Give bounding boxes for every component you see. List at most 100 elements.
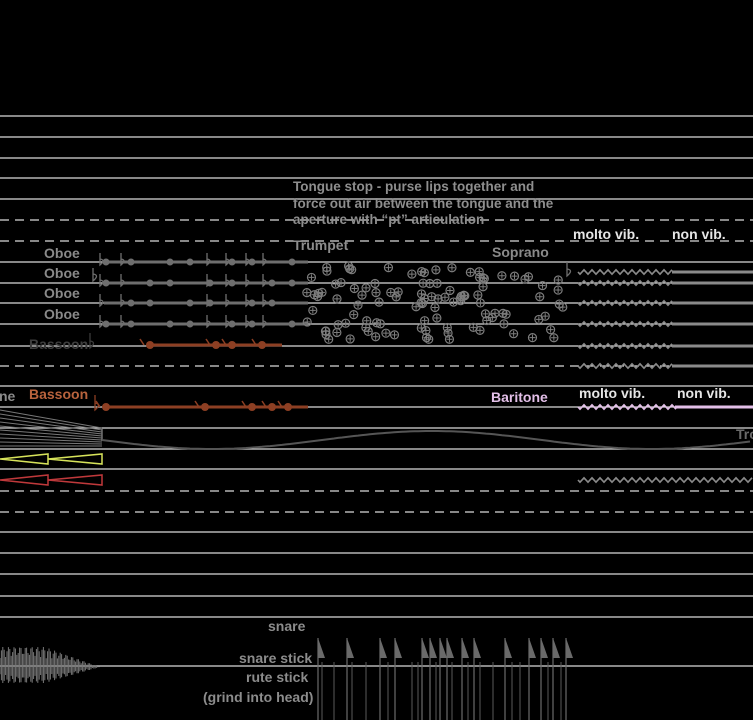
pt-symbol	[336, 277, 346, 288]
pt-symbol-cross	[434, 280, 441, 287]
snare-flag	[553, 638, 560, 658]
bassoon-lower-dot	[268, 403, 276, 411]
pt-symbol	[372, 318, 382, 328]
bassoon-lower-dot	[284, 403, 292, 411]
oboe-dot	[268, 299, 276, 307]
pt-symbol-cross	[556, 301, 563, 308]
pt-symbol-cross	[308, 274, 315, 281]
snare-flag	[505, 638, 512, 658]
oboe-dot	[248, 299, 256, 307]
pt-symbol	[331, 279, 341, 289]
pt-symbol-cross	[350, 311, 357, 318]
flat-sign	[206, 253, 211, 267]
bassoon-lower-accent	[277, 400, 283, 408]
vibrato-molto	[577, 299, 673, 307]
flat-sign	[120, 274, 125, 288]
oboe-dot	[186, 258, 194, 266]
flat-sign	[262, 294, 267, 308]
pt-symbol-cross	[376, 299, 383, 306]
pt-symbol-cross	[372, 333, 379, 340]
pt-symbol	[349, 283, 359, 294]
pt-symbol	[456, 296, 466, 306]
pt-symbol	[553, 275, 563, 285]
flat-sign	[120, 315, 125, 329]
pt-symbol-cross	[355, 302, 362, 309]
pt-symbol-cross	[450, 299, 457, 306]
label-trumpet-fragment: Tro	[736, 426, 753, 442]
pt-symbol-cross	[420, 280, 427, 287]
bassoon-figures	[89, 333, 308, 412]
flat-sign	[225, 274, 230, 288]
oboe-dot	[102, 320, 110, 328]
vib-upper-molto: molto vib.	[573, 226, 640, 242]
bassoon-lower-accent	[241, 400, 247, 408]
pt-symbol	[465, 267, 475, 277]
pt-symbol-cross	[342, 320, 349, 327]
snare-flag	[447, 638, 454, 658]
pt-symbol-cross	[476, 327, 483, 334]
pt-symbol	[324, 334, 334, 344]
pt-symbol-cross	[482, 310, 489, 317]
bassoon-upper-dot	[146, 341, 154, 349]
pt-symbol	[308, 305, 318, 316]
pt-symbol-cross	[408, 271, 415, 278]
pt-symbol	[553, 285, 563, 295]
pt-symbol	[416, 289, 427, 299]
pt-symbol-cross	[547, 326, 554, 333]
flat-sign	[245, 294, 250, 308]
pt-symbol	[386, 287, 396, 298]
oboe-dot	[166, 258, 174, 266]
oboe-dot	[288, 258, 296, 266]
flat-sign	[94, 395, 100, 412]
label-trumpet: Trumpet	[293, 237, 349, 253]
pt-symbol	[371, 287, 381, 298]
pt-symbol	[433, 294, 443, 304]
pt-symbol	[417, 266, 427, 277]
pt-symbol-cross	[491, 310, 498, 317]
flat-sign	[245, 253, 250, 267]
waveform-strokes	[0, 647, 100, 683]
pt-symbol-cross	[363, 317, 370, 324]
label-bassoon-faint: Bassoon	[29, 336, 89, 352]
perc-snare: snare	[268, 618, 306, 634]
flat-sign	[566, 262, 572, 278]
pt-symbol	[499, 319, 509, 329]
snare-flag	[318, 638, 325, 658]
bassoon-upper-accent	[139, 338, 145, 346]
pt-symbol	[474, 272, 485, 283]
converging-line	[0, 437, 103, 443]
converging-line	[0, 417, 103, 433]
pt-symbol	[535, 292, 545, 302]
snare-flag	[440, 638, 447, 658]
pt-symbol-cross	[373, 319, 380, 326]
oboe-dot	[146, 279, 154, 287]
snare-flag	[347, 638, 354, 658]
pt-symbol-cross	[311, 291, 318, 298]
pt-symbol	[322, 266, 332, 276]
pt-symbol	[445, 285, 455, 296]
pt-symbol-cross	[460, 292, 467, 299]
pt-symbol	[527, 333, 538, 343]
pt-symbol-cross	[536, 293, 543, 300]
snare-flag	[474, 638, 481, 658]
pt-symbol	[475, 298, 486, 308]
bassoon-lower-dot	[102, 403, 110, 411]
pt-symbol	[421, 325, 431, 336]
label-ne-fragment: ne	[0, 388, 16, 404]
pt-symbol	[420, 316, 430, 326]
converging-line	[0, 425, 103, 437]
pt-symbol-cross	[435, 295, 442, 302]
bassoon-upper-dot	[258, 341, 266, 349]
oboe-dot	[288, 279, 296, 287]
pt-symbol-cross	[432, 266, 439, 273]
snare-flag	[430, 638, 437, 658]
bassoon-lower-dot	[248, 403, 256, 411]
flat-sign	[245, 274, 250, 288]
pt-symbol	[468, 322, 478, 332]
pt-symbol	[520, 274, 530, 284]
converging-line	[0, 433, 103, 441]
pt-symbol	[357, 290, 367, 300]
pt-symbol-cross	[457, 297, 464, 304]
bassoon-lower-accent	[261, 400, 267, 408]
vibrato-lines	[566, 262, 753, 484]
